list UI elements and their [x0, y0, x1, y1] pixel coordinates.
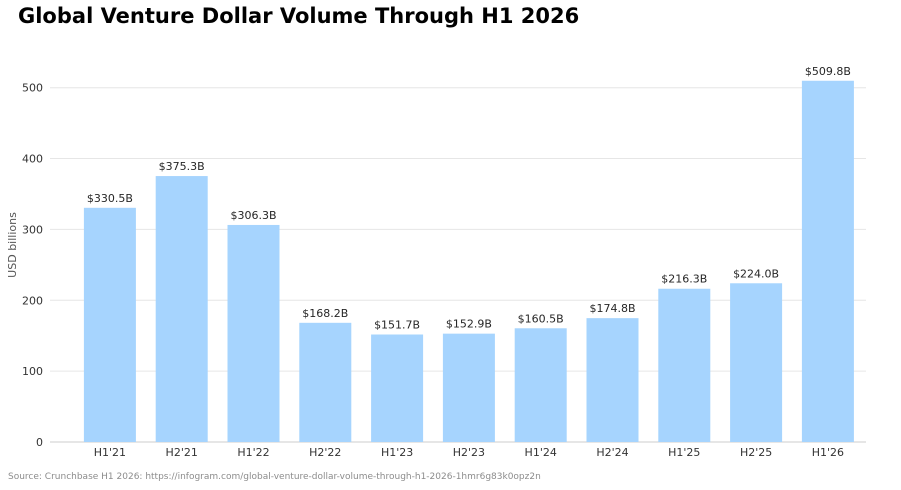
bar [514, 328, 567, 442]
y-tick-label: 100 [22, 365, 43, 378]
source-note: Source: Crunchbase H1 2026: https://info… [8, 472, 541, 482]
y-axis-title: USD billions [6, 212, 19, 278]
data-label: $306.3B [230, 209, 276, 222]
bar-chart: 0 100 200 300 400 500 $330.5B $375.3B $306.3B $1… [6, 65, 866, 459]
bar [586, 318, 639, 442]
x-tick-label: H1'25 [668, 446, 700, 459]
y-tick-label: 200 [22, 294, 43, 307]
y-axis-ticks: 0 100 200 300 400 500 [22, 82, 43, 449]
y-tick-label: 500 [22, 82, 43, 95]
bar [299, 322, 352, 442]
x-tick-label: H2'24 [596, 446, 628, 459]
bar [801, 80, 854, 442]
x-tick-label: H1'24 [525, 446, 557, 459]
y-tick-label: 300 [22, 223, 43, 236]
bar [730, 283, 783, 442]
bar [371, 334, 424, 442]
x-tick-label: H2'22 [309, 446, 341, 459]
data-label: $375.3B [159, 160, 205, 173]
data-label: $168.2B [302, 307, 348, 320]
x-tick-label: H1'21 [94, 446, 126, 459]
bar [227, 224, 280, 442]
data-label: $330.5B [87, 192, 133, 205]
data-label: $152.9B [446, 318, 492, 331]
x-tick-label: H2'23 [453, 446, 485, 459]
bar [155, 176, 208, 442]
x-tick-label: H1'23 [381, 446, 413, 459]
data-labels: $330.5B $375.3B $306.3B $168.2B $151.7B $152.… [87, 65, 851, 332]
x-tick-label: H2'21 [166, 446, 198, 459]
x-tick-label: H1'22 [237, 446, 269, 459]
bar [83, 207, 136, 442]
data-label: $160.5B [518, 312, 564, 325]
data-label: $151.7B [374, 319, 420, 332]
y-tick-label: 400 [22, 153, 43, 166]
x-tick-label: H1'26 [812, 446, 844, 459]
data-label: $224.0B [733, 267, 779, 280]
bars [83, 80, 854, 442]
x-axis-labels: H1'21 H2'21 H1'22 H2'22 H1'23 H2'23 H1'24 H2'24… [94, 446, 844, 459]
bar [658, 288, 711, 442]
y-tick-label: 0 [36, 436, 43, 449]
data-label: $509.8B [805, 65, 851, 78]
data-label: $174.8B [589, 302, 635, 315]
bar [442, 333, 495, 442]
chart-title: Global Venture Dollar Volume Through H1 … [18, 4, 580, 28]
data-label: $216.3B [661, 273, 707, 286]
x-tick-label: H2'25 [740, 446, 772, 459]
